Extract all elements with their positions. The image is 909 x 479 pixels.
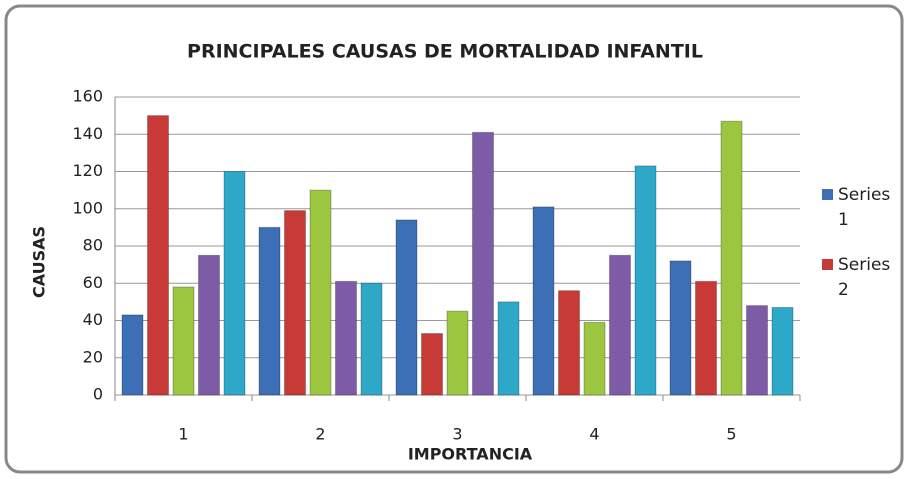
- bar: [198, 254, 220, 396]
- bar: [335, 280, 357, 396]
- bar: [695, 280, 717, 396]
- bar: [421, 333, 443, 396]
- legend-item: Series 1: [822, 183, 904, 233]
- y-tick-label: 80: [83, 236, 103, 255]
- bar: [558, 290, 580, 396]
- y-axis-label: CAUSAS: [30, 226, 49, 298]
- legend-swatch: [822, 259, 833, 270]
- y-tick-label: 20: [83, 347, 103, 366]
- y-tick-label: 140: [72, 124, 103, 143]
- chart-title: PRINCIPALES CAUSAS DE MORTALIDAD INFANTI…: [187, 41, 703, 63]
- y-tick-label: 160: [72, 87, 103, 106]
- y-tick-label: 60: [83, 273, 103, 292]
- legend-item: Series 2: [822, 253, 904, 303]
- x-tick-label: 2: [315, 425, 325, 444]
- bar: [532, 206, 555, 396]
- bar: [395, 219, 418, 396]
- bar: [147, 115, 169, 396]
- bar: [446, 310, 469, 396]
- bar: [223, 171, 246, 396]
- y-tick-label: 40: [83, 310, 103, 329]
- bar: [609, 254, 631, 396]
- x-tick-label: 4: [589, 425, 599, 444]
- legend-label: Series 1: [838, 185, 891, 230]
- legend-swatch: [822, 189, 833, 200]
- bar: [472, 131, 494, 396]
- bar: [360, 282, 383, 396]
- bar: [771, 306, 794, 396]
- bar: [583, 321, 606, 396]
- x-tick-label: 3: [452, 425, 462, 444]
- bar: [258, 226, 281, 396]
- bar: [172, 286, 195, 396]
- bar: [309, 189, 332, 396]
- bar: [669, 260, 692, 396]
- bar: [284, 210, 306, 396]
- y-tick-label: 100: [72, 198, 103, 217]
- bar: [746, 305, 768, 396]
- bar: [634, 165, 657, 396]
- x-axis-label: IMPORTANCIA: [408, 445, 533, 464]
- bar: [121, 314, 144, 396]
- chart-frame: [4, 4, 904, 474]
- bar: [720, 120, 743, 396]
- y-tick-label: 0: [93, 385, 103, 404]
- bar: [497, 301, 520, 396]
- x-tick-label: 5: [726, 425, 736, 444]
- x-tick-label: 1: [178, 425, 188, 444]
- legend-label: Series 2: [838, 255, 891, 300]
- y-tick-label: 120: [72, 161, 103, 180]
